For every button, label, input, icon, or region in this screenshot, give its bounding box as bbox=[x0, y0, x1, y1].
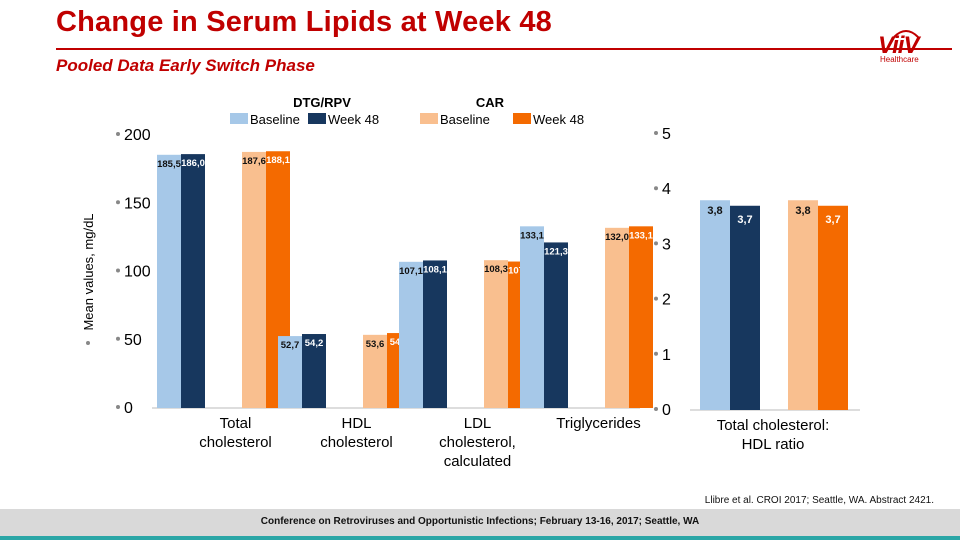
bar-3-3 bbox=[629, 226, 653, 408]
category-label: HDL cholesterol bbox=[320, 415, 393, 451]
main-ytick-bullet bbox=[116, 268, 120, 273]
ratio-bar-label: 3,7 bbox=[737, 214, 752, 226]
main-ytick-label: 200 bbox=[124, 127, 151, 144]
main-ytick-bullet bbox=[116, 336, 120, 341]
ratio-ytick-bullet bbox=[654, 131, 658, 135]
viiv-logo: ViiV Healthcare bbox=[878, 28, 940, 68]
bar-label: 188,1 bbox=[266, 155, 290, 166]
ratio-ytick-bullet bbox=[654, 351, 658, 356]
ratio-ytick-label: 3 bbox=[662, 236, 671, 253]
ratio-bar-label: 3,8 bbox=[707, 205, 722, 217]
ylabel-bullet bbox=[86, 341, 90, 345]
category-label: LDL cholesterol, calculated bbox=[439, 415, 516, 470]
ratio-bar-2 bbox=[788, 200, 818, 410]
bar-3-0 bbox=[520, 226, 544, 408]
ratio-ytick-bullet bbox=[654, 241, 658, 246]
bar-label: 187,6 bbox=[242, 156, 266, 167]
bar-label: 186,0 bbox=[181, 158, 205, 169]
legend-swatch bbox=[308, 113, 326, 124]
ratio-category-label: Total cholesterol: HDL ratio bbox=[717, 417, 830, 453]
main-ytick-bullet bbox=[116, 405, 120, 409]
ratio-bar-1 bbox=[730, 205, 760, 410]
ratio-ytick-bullet bbox=[654, 186, 658, 191]
ratio-bar-label: 3,7 bbox=[825, 214, 840, 226]
main-ylabel: Mean values, mg/dL bbox=[81, 213, 96, 330]
bar-2-1 bbox=[423, 260, 447, 408]
ratio-ytick-label: 1 bbox=[662, 347, 671, 364]
category-label: Total cholesterol bbox=[199, 415, 272, 451]
bar-3-2 bbox=[605, 227, 629, 408]
bar-1-0 bbox=[278, 336, 302, 408]
logo-text: ViiV bbox=[878, 32, 919, 59]
ratio-bar-3 bbox=[818, 205, 848, 410]
bar-0-1 bbox=[181, 154, 205, 408]
logo-arc-icon bbox=[893, 30, 919, 38]
bar-label: 52,7 bbox=[281, 340, 300, 351]
footer-reference: Llibre et al. CROI 2017; Seattle, WA. Ab… bbox=[704, 495, 934, 506]
bar-2-2 bbox=[484, 260, 508, 408]
bar-0-2 bbox=[242, 151, 266, 408]
legend-group-title: CAR bbox=[476, 95, 505, 110]
bar-0-0 bbox=[157, 154, 181, 408]
slide-subtitle: Pooled Data Early Switch Phase bbox=[56, 56, 315, 75]
legend-label: Baseline bbox=[250, 112, 300, 127]
legend-label: Week 48 bbox=[328, 112, 379, 127]
main-ytick-label: 0 bbox=[124, 400, 133, 417]
ratio-ytick-label: 4 bbox=[662, 181, 671, 198]
bar-label: 121,3 bbox=[544, 246, 568, 257]
ratio-bar-label: 3,8 bbox=[795, 205, 810, 217]
legend-label: Baseline bbox=[440, 112, 490, 127]
bar-label: 133,1 bbox=[520, 230, 544, 241]
ratio-ytick-bullet bbox=[654, 407, 658, 411]
bar-label: 185,5 bbox=[157, 159, 181, 170]
ratio-ytick-label: 2 bbox=[662, 292, 671, 309]
ratio-ytick-label: 5 bbox=[662, 126, 671, 143]
footer-conference: Conference on Retroviruses and Opportuni… bbox=[260, 516, 700, 527]
bottom-stripe bbox=[0, 536, 960, 540]
bar-2-0 bbox=[399, 261, 423, 408]
legend-label: Week 48 bbox=[533, 112, 584, 127]
footer-bar bbox=[0, 509, 960, 536]
legend-group-title: DTG/RPV bbox=[293, 95, 351, 110]
bar-label: 107,1 bbox=[399, 266, 423, 277]
bar-label: 133,1 bbox=[629, 230, 653, 241]
main-ytick-label: 100 bbox=[124, 264, 151, 281]
bar-label: 53,6 bbox=[366, 339, 385, 350]
bar-label: 108,3 bbox=[484, 264, 508, 275]
bar-label: 132,0 bbox=[605, 232, 629, 243]
legend-swatch bbox=[230, 113, 248, 124]
logo-subtext: Healthcare bbox=[880, 55, 919, 64]
bar-label: 108,1 bbox=[423, 264, 447, 275]
slide-title: Change in Serum Lipids at Week 48 bbox=[56, 6, 552, 38]
bar-3-1 bbox=[544, 242, 568, 408]
ratio-ytick-bullet bbox=[654, 296, 658, 301]
bar-1-1 bbox=[302, 334, 326, 408]
bar-label: 54,2 bbox=[305, 338, 324, 349]
title-rule bbox=[56, 48, 952, 50]
ratio-bar-0 bbox=[700, 200, 730, 410]
main-ytick-bullet bbox=[116, 132, 120, 136]
ratio-ytick-label: 0 bbox=[662, 402, 671, 419]
category-label: Triglycerides bbox=[556, 415, 640, 432]
legend-swatch bbox=[513, 113, 531, 124]
legend-swatch bbox=[420, 113, 438, 124]
main-ytick-label: 150 bbox=[124, 195, 151, 212]
main-ytick-label: 50 bbox=[124, 332, 142, 349]
main-ytick-bullet bbox=[116, 200, 120, 205]
bar-1-2 bbox=[363, 334, 387, 408]
